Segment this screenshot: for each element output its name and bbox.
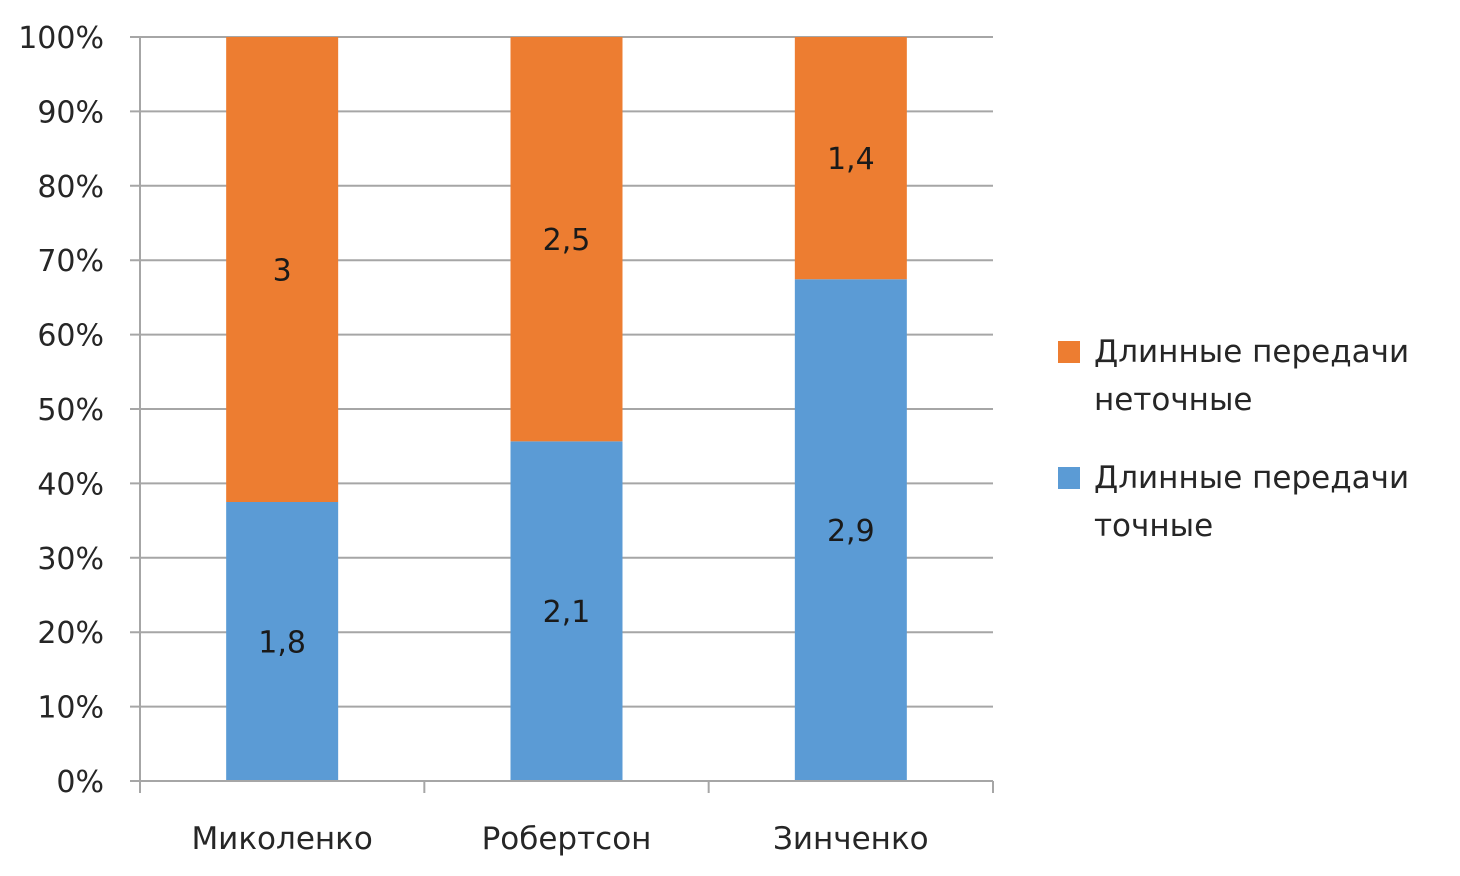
bar-segment-accurate: [794, 279, 907, 781]
y-tick-label: 100%: [18, 21, 104, 56]
bar-segment-inaccurate: [226, 37, 339, 502]
legend-item-inaccurate: Длинные передачи неточные: [1058, 328, 1448, 424]
y-tick-label: 20%: [37, 616, 104, 651]
y-tick-label: 60%: [37, 319, 104, 354]
bar-segment-inaccurate: [510, 37, 623, 442]
y-tick-label: 0%: [56, 765, 104, 800]
y-tick-label: 80%: [37, 170, 104, 205]
axes: 0% 10% 20% 30% 40% 50% 60% 70% 80% 90% 100% Миколен…: [18, 21, 994, 857]
y-tick-label: 70%: [37, 244, 104, 279]
data-label: 2,1: [543, 595, 591, 630]
legend-item-accurate: Длинные передачи точные: [1058, 454, 1448, 550]
y-tick-label: 50%: [37, 393, 104, 428]
y-tick-label: 90%: [37, 95, 104, 130]
category-label: Зинченко: [773, 821, 929, 857]
y-tick-label: 10%: [37, 691, 104, 726]
legend-label-accurate: Длинные передачи точные: [1094, 460, 1410, 544]
legend-label-inaccurate: Длинные передачи неточные: [1094, 334, 1410, 418]
legend-swatch-accurate: [1058, 467, 1080, 489]
category-label: Миколенко: [191, 821, 372, 857]
data-label: 3: [273, 254, 292, 289]
legend: Длинные передачи неточные Длинные переда…: [1058, 328, 1448, 580]
legend-swatch-inaccurate: [1058, 341, 1080, 363]
data-label: 2,9: [827, 514, 875, 549]
bar-segment-accurate: [510, 441, 623, 781]
y-tick-label: 40%: [37, 467, 104, 502]
data-label: 2,5: [543, 223, 591, 258]
y-tick-label: 30%: [37, 542, 104, 577]
bar-segment-inaccurate: [794, 37, 907, 280]
bar-segment-accurate: [226, 502, 339, 781]
data-label: 1,8: [258, 626, 306, 661]
category-label: Робертсон: [482, 821, 652, 857]
bars: [226, 37, 907, 781]
data-label: 1,4: [827, 142, 875, 177]
data-labels: 1,8 3 2,1 2,5 2,9 1,4: [258, 142, 874, 660]
